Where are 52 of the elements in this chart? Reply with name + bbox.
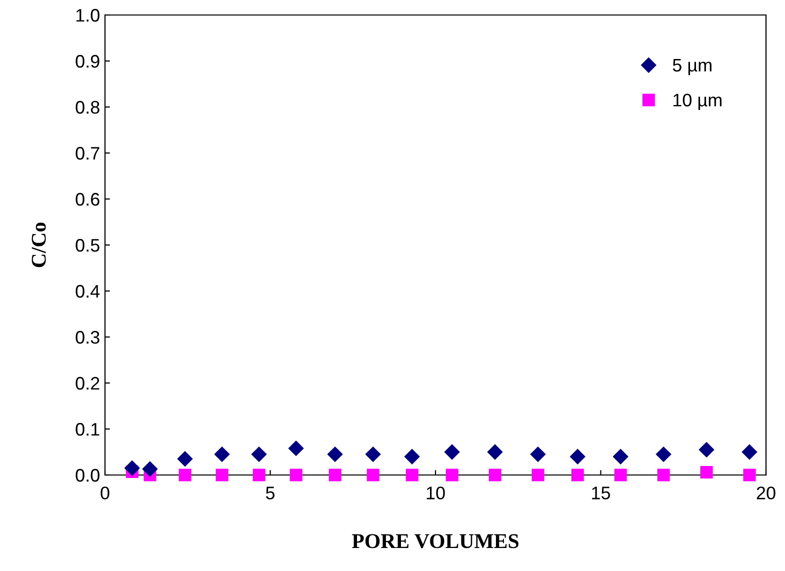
point xyxy=(404,449,420,464)
point xyxy=(406,468,418,482)
point xyxy=(290,468,302,482)
x-tick-label: 0 xyxy=(100,486,110,500)
y-axis-title: C/Co xyxy=(32,222,46,268)
y-tick-label: 0.8 xyxy=(76,100,100,114)
point xyxy=(178,468,192,482)
y-tick-label: 0.1 xyxy=(76,422,100,436)
y-tick-label: 0.7 xyxy=(76,146,100,160)
x-tick-label: 20 xyxy=(756,486,776,500)
point xyxy=(366,468,380,482)
x-tick-label: 15 xyxy=(592,486,610,500)
point xyxy=(532,468,544,482)
point xyxy=(365,446,381,462)
point xyxy=(656,446,672,462)
legend-label: 10 µm xyxy=(674,94,722,110)
point xyxy=(570,449,586,464)
point xyxy=(446,468,458,482)
point xyxy=(251,446,267,462)
y-tick-label: 0.4 xyxy=(76,284,100,298)
x-tick-label: 5 xyxy=(266,486,275,500)
point xyxy=(214,446,230,462)
point xyxy=(488,468,502,482)
x-axis-title: PORE VOLUMES xyxy=(352,534,518,548)
point xyxy=(613,449,628,464)
point xyxy=(142,461,158,477)
point xyxy=(571,468,584,482)
y-tick-label: 1.0 xyxy=(76,8,100,22)
point xyxy=(328,468,342,482)
point xyxy=(743,468,756,482)
x-tick-label: 10 xyxy=(426,486,445,500)
point xyxy=(530,446,546,462)
y-tick-label: 0.2 xyxy=(76,376,100,390)
legend-label: 5 µm xyxy=(672,58,712,76)
point xyxy=(124,460,140,476)
point xyxy=(698,442,714,458)
y-tick-label: 0.6 xyxy=(76,192,100,206)
point xyxy=(742,444,758,460)
point xyxy=(216,468,228,482)
y-tick-label: 0.0 xyxy=(76,468,100,482)
point xyxy=(487,444,503,460)
y-tick-label: 0.9 xyxy=(76,54,100,68)
point xyxy=(700,466,713,478)
point xyxy=(252,468,266,482)
point xyxy=(614,468,627,482)
y-tick-label: 0.3 xyxy=(76,330,100,344)
point xyxy=(177,451,193,466)
point xyxy=(327,446,343,462)
point xyxy=(288,440,304,456)
point xyxy=(444,444,460,460)
point xyxy=(657,468,670,482)
y-tick-label: 0.5 xyxy=(76,238,100,252)
